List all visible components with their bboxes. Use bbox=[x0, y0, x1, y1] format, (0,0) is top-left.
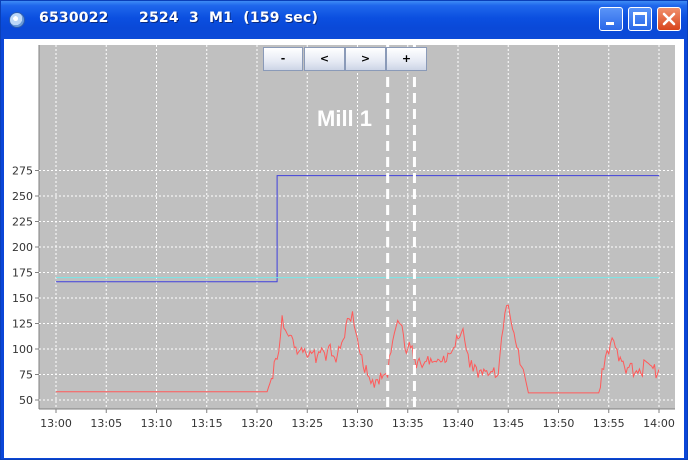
close-icon bbox=[662, 12, 676, 26]
x-tick-label: 13:10 bbox=[141, 417, 173, 430]
x-tick-label: 13:35 bbox=[392, 417, 424, 430]
x-tick-label: 13:25 bbox=[291, 417, 323, 430]
tick-labels: 50 75 100 125 150 175 200 225 250 275 13:00 13:05 13… bbox=[12, 165, 675, 431]
x-tick-label: 13:00 bbox=[40, 417, 72, 430]
prev-button[interactable]: < bbox=[304, 47, 345, 71]
x-tick-label: 13:55 bbox=[593, 417, 625, 430]
zoom-out-button[interactable]: - bbox=[263, 47, 303, 71]
y-tick-label: 225 bbox=[12, 216, 33, 229]
app-icon[interactable] bbox=[9, 12, 25, 28]
minimize-button[interactable] bbox=[599, 7, 623, 31]
series-line bbox=[56, 304, 660, 394]
zoom-in-button[interactable]: + bbox=[386, 47, 427, 71]
grid bbox=[39, 45, 675, 409]
x-tick-label: 13:40 bbox=[442, 417, 474, 430]
minimize-icon bbox=[606, 22, 614, 25]
next-button[interactable]: > bbox=[345, 47, 386, 71]
chart: 50 75 100 125 150 175 200 225 250 275 13:00 13:05 13… bbox=[12, 45, 675, 431]
x-tick-label: 13:50 bbox=[543, 417, 575, 430]
maximize-icon bbox=[633, 12, 647, 26]
x-tick-label: 13:45 bbox=[492, 417, 524, 430]
y-tick-label: 250 bbox=[12, 190, 33, 203]
title-bar[interactable]: 6530022 2524 3 M1 (159 sec) bbox=[1, 1, 687, 39]
y-tick-label: 150 bbox=[12, 292, 33, 305]
close-button[interactable] bbox=[657, 7, 681, 31]
x-tick-label: 13:05 bbox=[90, 417, 122, 430]
window-title: 6530022 2524 3 M1 (159 sec) bbox=[39, 10, 319, 26]
y-tick-label: 200 bbox=[12, 241, 33, 254]
chart-panel: 50 75 100 125 150 175 200 225 250 275 13:00 13:05 13… bbox=[4, 39, 684, 458]
x-tick-label: 13:20 bbox=[241, 417, 273, 430]
series-lines bbox=[56, 175, 660, 394]
x-tick-label: 14:00 bbox=[643, 417, 675, 430]
mill-annotation: Mill 1 bbox=[317, 106, 372, 131]
y-tick-label: 275 bbox=[12, 165, 33, 178]
y-tick-label: 125 bbox=[12, 318, 33, 331]
y-tick-label: 75 bbox=[19, 369, 33, 382]
x-tick-label: 13:15 bbox=[191, 417, 223, 430]
x-tick-label: 13:30 bbox=[342, 417, 374, 430]
y-tick-label: 50 bbox=[19, 394, 33, 407]
time-markers[interactable] bbox=[386, 45, 416, 409]
y-tick-label: 100 bbox=[12, 343, 33, 356]
y-tick-label: 175 bbox=[12, 267, 33, 280]
series-line bbox=[56, 175, 659, 283]
maximize-button[interactable] bbox=[628, 7, 652, 31]
